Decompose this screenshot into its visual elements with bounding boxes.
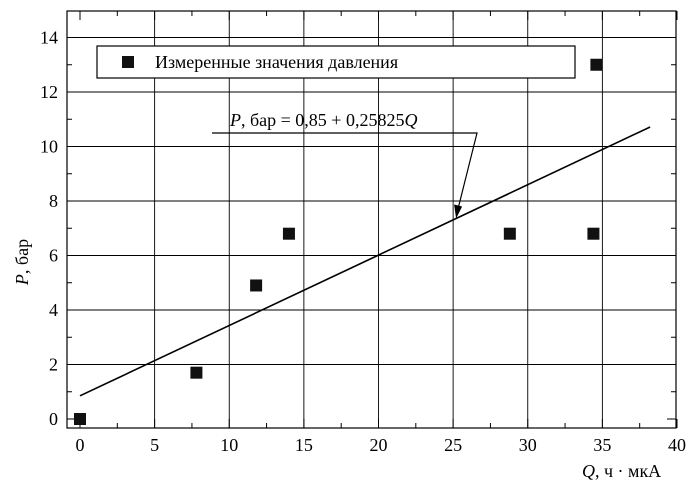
y-tick-label: 2 xyxy=(49,355,58,375)
y-axis-label-rest: , бар xyxy=(12,239,32,274)
fit-line xyxy=(79,126,651,397)
annotation-arrowhead xyxy=(454,204,463,219)
x-tick-label: 30 xyxy=(519,435,537,455)
legend-box xyxy=(96,45,576,79)
x-tick-label: 5 xyxy=(150,435,159,455)
data-point xyxy=(590,58,603,71)
x-tick-label: 0 xyxy=(76,435,85,455)
y-tick-label: 10 xyxy=(40,137,58,157)
data-point xyxy=(587,227,600,240)
y-tick-labels: 0 2 4 6 8 10 12 14 xyxy=(40,28,58,430)
data-point xyxy=(503,227,516,240)
data-point xyxy=(282,227,295,240)
y-axis-label: P, бар xyxy=(12,239,32,286)
fit-equation-var-q: Q xyxy=(404,110,417,130)
x-tick-label: 25 xyxy=(444,435,462,455)
minor-ticks xyxy=(67,11,676,428)
y-tick-label: 0 xyxy=(49,409,58,429)
x-axis-label-rest: , ч · мкА xyxy=(595,461,661,481)
x-axis-label: Q, ч · мкА xyxy=(582,461,661,481)
data-points xyxy=(74,58,603,425)
y-axis-label-var: P xyxy=(12,274,32,286)
x-tick-labels: 0 5 10 15 20 25 30 35 40 xyxy=(76,435,686,455)
plot-frame xyxy=(66,10,677,429)
y-tick-label: 6 xyxy=(49,246,58,266)
x-tick-label: 15 xyxy=(295,435,313,455)
x-tick-label: 35 xyxy=(593,435,611,455)
fit-equation-var-p: P xyxy=(229,110,241,130)
annotation-callout-line xyxy=(212,132,478,209)
data-point xyxy=(74,413,86,425)
x-tick-label: 20 xyxy=(370,435,388,455)
data-point xyxy=(250,279,263,292)
legend: Измеренные значения давления xyxy=(96,45,576,79)
legend-marker xyxy=(122,56,134,68)
y-tick-label: 14 xyxy=(40,28,58,48)
x-tick-label: 10 xyxy=(220,435,238,455)
y-tick-label: 8 xyxy=(49,191,58,211)
data-point xyxy=(190,366,203,379)
fit-equation: P, бар = 0,85 + 0,25825Q xyxy=(229,110,417,130)
y-tick-label: 12 xyxy=(40,82,58,102)
fit-equation-body: , бар = 0,85 + 0,25825 xyxy=(241,110,404,130)
legend-label: Измеренные значения давления xyxy=(155,52,398,72)
x-tick-label: 40 xyxy=(668,435,686,455)
x-axis-label-var: Q xyxy=(582,461,595,481)
y-tick-label: 4 xyxy=(49,300,58,320)
